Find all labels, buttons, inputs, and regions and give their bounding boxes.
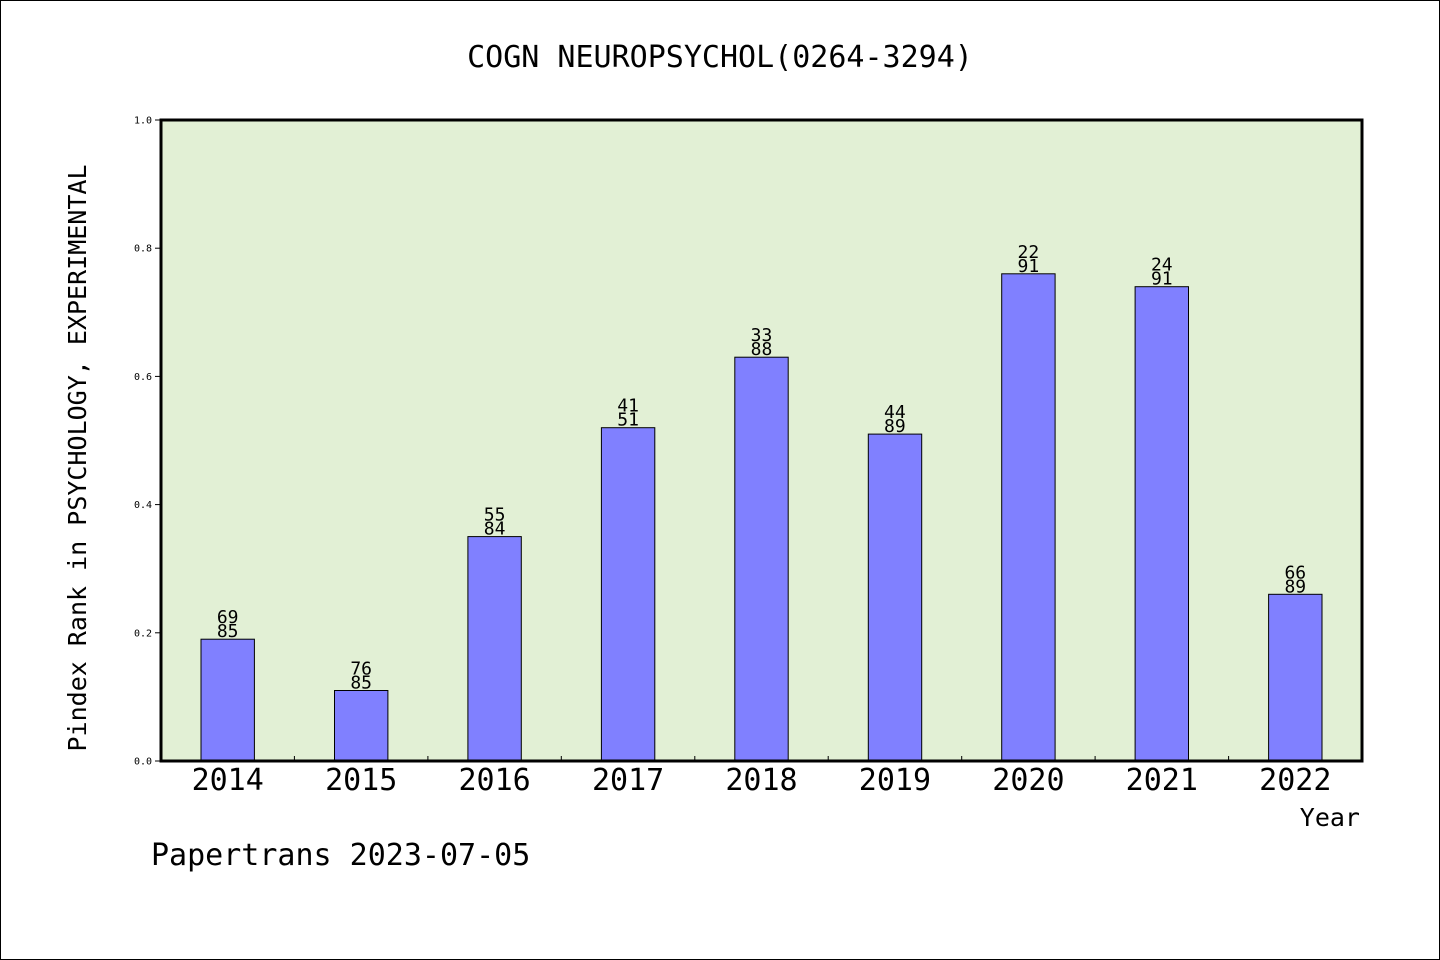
bar-label-2019-total: 89 <box>884 416 906 437</box>
x-axis-ticks: 2014 2015 2016 2017 2018 2019 2020 2021 2022 <box>192 756 1331 798</box>
bar-2014 <box>200 638 255 762</box>
y-axis-label: Pindex Rank in PSYCHOLOGY, EXPERIMENTAL <box>63 165 92 752</box>
bar-2018 <box>734 356 789 762</box>
y-tick-label-1.0: 1.0 <box>134 116 152 127</box>
bar-2016 <box>467 536 522 762</box>
bar-label-2017-total: 51 <box>617 410 639 431</box>
bar-label-2018-rank: 33 <box>751 325 773 346</box>
x-tick-label-2020: 2020 <box>992 763 1064 798</box>
y-tick-label-0.2: 0.2 <box>134 628 152 639</box>
bar-2015 <box>334 690 389 762</box>
bar-label-2021-rank: 24 <box>1151 255 1173 276</box>
footer-credit: Papertrans 2023-07-05 <box>151 838 530 873</box>
bar-label-2020-total: 91 <box>1018 256 1040 277</box>
bar-label-2018-total: 88 <box>751 339 773 360</box>
x-tick-label-2017: 2017 <box>592 763 664 798</box>
plot-border <box>159 118 1364 763</box>
bar-label-2015-rank: 76 <box>350 659 372 680</box>
bar-2021 <box>1134 286 1189 762</box>
x-tick-label-2014: 2014 <box>192 763 264 798</box>
bar-label-2020-rank: 22 <box>1018 242 1040 263</box>
bar-label-2021-total: 91 <box>1151 269 1173 290</box>
bar-2022 <box>1268 593 1323 762</box>
y-tick-label-0.8: 0.8 <box>134 244 152 255</box>
x-tick-label-2022: 2022 <box>1259 763 1331 798</box>
bar-2020 <box>1001 273 1056 762</box>
bars-layer <box>200 273 1323 762</box>
y-tick-label-0.6: 0.6 <box>134 372 152 383</box>
bar-label-2016-total: 84 <box>484 519 506 540</box>
x-tick-label-2021: 2021 <box>1126 763 1198 798</box>
bar-label-2017-rank: 41 <box>617 396 639 417</box>
bar-label-2022-rank: 66 <box>1284 562 1306 583</box>
y-tick-label-0.0: 0.0 <box>134 757 152 768</box>
x-tick-label-2019: 2019 <box>859 763 931 798</box>
bar-label-2014-total: 85 <box>217 621 239 642</box>
x-axis-label: Year <box>1300 803 1360 832</box>
y-axis-ticks: 0.0 0.2 0.4 0.6 0.8 1.0 <box>134 116 161 768</box>
bar-label-2019-rank: 44 <box>884 402 906 423</box>
bar-label-2015-total: 85 <box>350 673 372 694</box>
chart-title: COGN NEUROPSYCHOL(0264-3294) <box>467 40 973 75</box>
x-tick-label-2016: 2016 <box>458 763 530 798</box>
bar-2017 <box>600 427 656 762</box>
y-tick-label-0.4: 0.4 <box>134 500 152 511</box>
bar-2019 <box>867 433 923 762</box>
bar-label-2022-total: 89 <box>1284 576 1306 597</box>
x-tick-label-2018: 2018 <box>725 763 797 798</box>
bar-label-2014-rank: 69 <box>217 607 239 628</box>
x-tick-label-2015: 2015 <box>325 763 397 798</box>
bar-label-2016-rank: 55 <box>484 505 506 526</box>
